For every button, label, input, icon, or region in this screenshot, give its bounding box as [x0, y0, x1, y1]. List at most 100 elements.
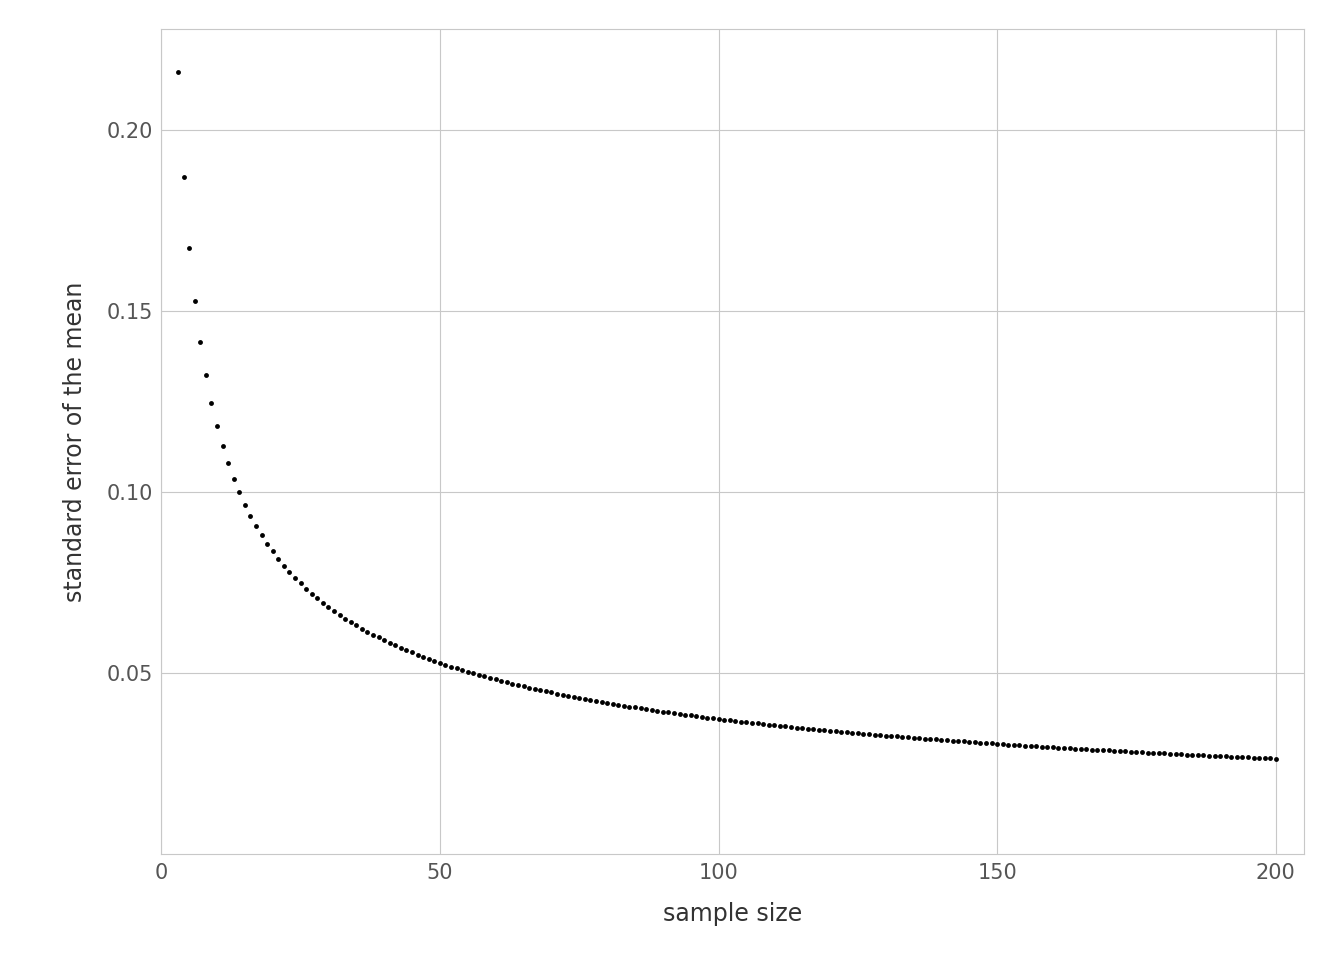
Point [786, 720, 808, 735]
Point [607, 697, 629, 712]
Point [891, 730, 913, 745]
Point [1087, 742, 1109, 757]
Point [384, 637, 406, 653]
Point [574, 691, 595, 707]
Point [1025, 738, 1047, 754]
Point [652, 704, 673, 719]
Point [781, 719, 802, 734]
Point [535, 684, 556, 699]
Point [997, 737, 1019, 753]
Point [1054, 740, 1075, 756]
Point [267, 551, 289, 566]
Point [624, 700, 645, 715]
Point [1048, 740, 1070, 756]
Point [613, 698, 634, 713]
Point [1148, 746, 1169, 761]
Point [579, 692, 601, 708]
Point [852, 726, 874, 741]
Point [1009, 737, 1031, 753]
Point [802, 722, 824, 737]
Point [395, 642, 417, 658]
Point [992, 736, 1013, 752]
Point [1238, 750, 1259, 765]
Point [1070, 741, 1091, 756]
Point [1120, 744, 1141, 759]
Point [948, 733, 969, 749]
Point [245, 518, 266, 534]
Point [1199, 748, 1220, 763]
Point [452, 662, 473, 678]
Point [942, 733, 964, 749]
Point [909, 731, 930, 746]
Point [976, 735, 997, 751]
Point [1192, 748, 1214, 763]
Point [290, 576, 312, 591]
Point [981, 735, 1003, 751]
Point [530, 683, 551, 698]
Point [228, 485, 250, 500]
Point [569, 690, 590, 706]
Point [753, 716, 774, 732]
Point [1265, 751, 1286, 766]
Point [986, 736, 1008, 752]
Point [429, 655, 450, 670]
Point [434, 657, 456, 672]
Point [953, 733, 974, 749]
Point [552, 687, 574, 703]
Point [774, 719, 796, 734]
Point [958, 734, 980, 750]
Point [200, 396, 222, 411]
Point [1042, 739, 1063, 755]
Point [597, 695, 618, 710]
Point [351, 621, 372, 636]
Point [413, 649, 434, 664]
Point [758, 717, 780, 732]
Point [1153, 746, 1175, 761]
Point [218, 456, 239, 471]
Point [886, 729, 907, 744]
Point [702, 710, 723, 726]
Point [1126, 744, 1148, 759]
Point [602, 696, 624, 711]
Point [296, 581, 317, 596]
Point [1020, 738, 1042, 754]
Point [937, 732, 958, 748]
Point [206, 419, 227, 434]
Point [797, 721, 818, 736]
Point [524, 682, 546, 697]
Point [1064, 741, 1086, 756]
Point [251, 527, 273, 542]
Point [1059, 740, 1081, 756]
Point [1231, 750, 1253, 765]
Point [407, 647, 429, 662]
Point [1093, 742, 1114, 757]
Point [1109, 743, 1130, 758]
Point [930, 732, 952, 748]
Point [173, 169, 195, 184]
Point [462, 665, 484, 681]
Point [680, 708, 702, 723]
Point [190, 335, 211, 350]
Point [898, 730, 919, 745]
Point [903, 731, 925, 746]
Point [306, 590, 328, 606]
Point [813, 723, 835, 738]
Point [847, 726, 868, 741]
Point [1137, 745, 1159, 760]
Point [825, 724, 847, 739]
Point [1226, 749, 1247, 764]
Point [919, 732, 941, 747]
Point [301, 586, 323, 601]
Point [1249, 750, 1270, 765]
Point [324, 604, 345, 619]
Point [167, 64, 188, 80]
Point [1132, 745, 1153, 760]
Point [970, 735, 992, 751]
Point [1215, 749, 1236, 764]
Point [496, 675, 517, 690]
Point [1114, 744, 1136, 759]
Point [763, 717, 785, 732]
Point [820, 723, 841, 738]
Point [1031, 739, 1052, 755]
Point [379, 636, 401, 651]
